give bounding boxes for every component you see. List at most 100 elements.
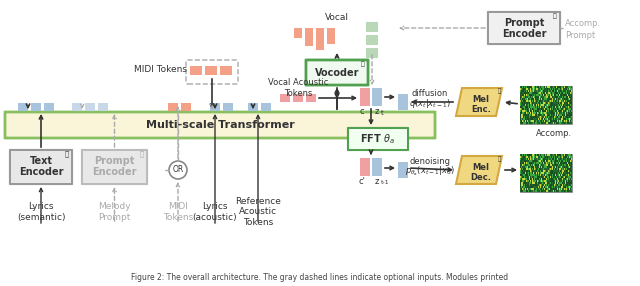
- Bar: [537, 180, 538, 182]
- Bar: [552, 106, 553, 108]
- Bar: [550, 182, 551, 184]
- Bar: [546, 188, 547, 190]
- Bar: [540, 98, 541, 100]
- Bar: [538, 164, 539, 166]
- Bar: [523, 92, 524, 94]
- Text: Prompt: Prompt: [94, 156, 134, 166]
- Bar: [557, 182, 558, 184]
- Bar: [570, 158, 571, 160]
- Bar: [522, 122, 523, 124]
- Bar: [531, 190, 532, 192]
- Bar: [550, 94, 551, 96]
- Bar: [527, 122, 528, 124]
- Bar: [85, 103, 95, 111]
- Bar: [562, 188, 563, 190]
- Bar: [530, 166, 531, 168]
- Bar: [558, 90, 559, 92]
- Bar: [548, 90, 549, 92]
- Bar: [560, 156, 561, 158]
- Bar: [564, 100, 565, 102]
- Bar: [560, 108, 561, 110]
- Bar: [570, 120, 571, 122]
- Bar: [545, 156, 546, 158]
- Bar: [553, 160, 554, 162]
- Bar: [544, 156, 545, 158]
- Bar: [542, 86, 543, 88]
- Bar: [536, 186, 537, 188]
- Text: 🔒: 🔒: [361, 61, 365, 67]
- Bar: [539, 102, 540, 104]
- Text: Prompt: Prompt: [504, 18, 544, 28]
- Bar: [532, 88, 533, 90]
- Bar: [549, 180, 550, 182]
- Bar: [528, 100, 529, 102]
- Bar: [570, 98, 571, 100]
- Bar: [556, 162, 557, 164]
- Bar: [552, 186, 553, 188]
- Bar: [529, 122, 530, 124]
- Bar: [565, 88, 566, 90]
- Text: Multi-scale Transformer: Multi-scale Transformer: [146, 120, 294, 130]
- Bar: [522, 92, 523, 94]
- Bar: [539, 94, 540, 96]
- Bar: [558, 190, 559, 192]
- Bar: [539, 112, 540, 114]
- Bar: [551, 122, 552, 124]
- Bar: [531, 170, 532, 172]
- Bar: [552, 104, 553, 106]
- Bar: [540, 188, 541, 190]
- Bar: [530, 168, 531, 170]
- Bar: [568, 182, 569, 184]
- Bar: [545, 180, 546, 182]
- Bar: [570, 106, 571, 108]
- Bar: [564, 112, 565, 114]
- Bar: [546, 102, 547, 104]
- Bar: [559, 122, 560, 124]
- Bar: [559, 90, 560, 92]
- Bar: [559, 120, 560, 122]
- Bar: [522, 118, 523, 120]
- Bar: [548, 190, 549, 192]
- Bar: [280, 94, 290, 102]
- Bar: [521, 154, 522, 156]
- Bar: [541, 108, 542, 110]
- Bar: [529, 102, 530, 104]
- Bar: [549, 92, 550, 94]
- Bar: [542, 182, 543, 184]
- Bar: [520, 190, 521, 192]
- Bar: [538, 86, 539, 88]
- Bar: [563, 158, 564, 160]
- Bar: [537, 110, 538, 112]
- Bar: [549, 94, 550, 96]
- Bar: [565, 158, 566, 160]
- Bar: [536, 98, 537, 100]
- Bar: [527, 162, 528, 164]
- Bar: [526, 178, 527, 180]
- Bar: [566, 174, 567, 176]
- Bar: [566, 122, 567, 124]
- Bar: [520, 154, 521, 156]
- Bar: [555, 170, 556, 172]
- Bar: [566, 154, 567, 156]
- Bar: [555, 184, 556, 186]
- Bar: [542, 170, 543, 172]
- Bar: [563, 116, 564, 118]
- Bar: [546, 170, 547, 172]
- Bar: [531, 104, 532, 106]
- Bar: [523, 106, 524, 108]
- Bar: [531, 168, 532, 170]
- Bar: [552, 114, 553, 116]
- Bar: [532, 100, 533, 102]
- Bar: [543, 118, 544, 120]
- Bar: [567, 166, 568, 168]
- Bar: [571, 178, 572, 180]
- Bar: [542, 90, 543, 92]
- Bar: [543, 182, 544, 184]
- Bar: [543, 174, 544, 176]
- Bar: [568, 98, 569, 100]
- Bar: [548, 98, 549, 100]
- Bar: [529, 190, 530, 192]
- Bar: [571, 102, 572, 104]
- Bar: [520, 106, 521, 108]
- Bar: [562, 162, 563, 164]
